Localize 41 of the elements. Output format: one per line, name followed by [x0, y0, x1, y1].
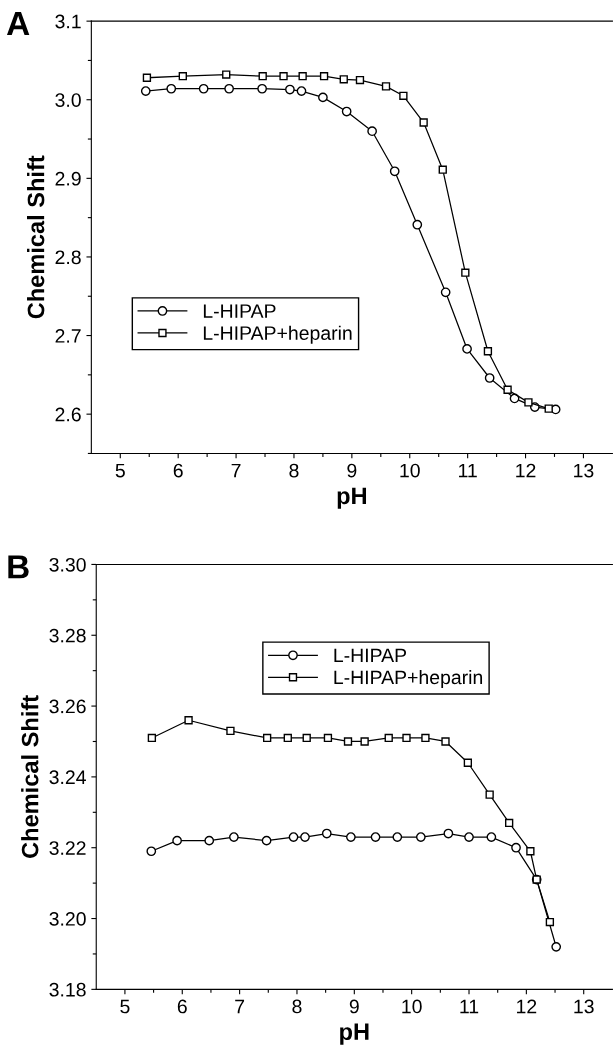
- y-axis-title: Chemical Shift: [27, 155, 45, 319]
- y-tick-label: 3.1: [55, 14, 81, 29]
- y-tick-label: 3.30: [49, 557, 86, 572]
- x-tick-label: 9: [347, 463, 357, 478]
- x-tick-label: 9: [349, 999, 359, 1014]
- chart-title: A: [6, 12, 30, 36]
- y-tick-label: 2.6: [55, 407, 81, 422]
- y-tick-label: 2.9: [55, 171, 81, 186]
- x-tick-label: 13: [574, 999, 594, 1014]
- x-tick-label: 11: [460, 999, 479, 1014]
- x-tick-label: 7: [235, 999, 245, 1014]
- x-tick-label: 6: [177, 999, 187, 1014]
- legend-label: L-HIPAP: [334, 648, 407, 663]
- x-tick-label: 12: [516, 463, 536, 478]
- y-tick-label: 2.8: [55, 250, 81, 265]
- x-axis-title: pH: [337, 487, 367, 509]
- x-tick-label: 5: [120, 999, 130, 1014]
- y-tick-label: 3.24: [49, 770, 86, 785]
- y-tick-label: 3.18: [49, 982, 86, 997]
- y-tick-label: 3.26: [49, 699, 86, 714]
- y-axis-title: Chemical Shift: [21, 695, 39, 858]
- x-tick-label: 10: [402, 999, 422, 1014]
- legend-label: L-HIPAP+heparin: [203, 325, 352, 344]
- x-tick-label: 8: [292, 999, 302, 1014]
- x-tick-label: 13: [574, 463, 594, 478]
- x-tick-label: 12: [517, 999, 537, 1014]
- x-tick-label: 7: [231, 463, 241, 478]
- x-tick-label: 5: [115, 463, 125, 478]
- y-tick-label: 2.7: [55, 329, 81, 343]
- y-tick-label: 3.28: [49, 628, 86, 643]
- y-tick-label: 3.20: [49, 912, 86, 926]
- x-tick-label: 6: [173, 463, 183, 478]
- x-axis-title: pH: [340, 1023, 369, 1045]
- legend-label: L-HIPAP: [203, 304, 276, 318]
- x-tick-label: 8: [289, 463, 299, 478]
- y-tick-label: 3.0: [55, 93, 81, 107]
- chart-title: B: [8, 555, 29, 579]
- x-tick-label: 11: [459, 463, 477, 478]
- x-tick-label: 10: [400, 463, 420, 478]
- legend-label: L-HIPAP+heparin: [334, 669, 483, 689]
- y-tick-label: 3.22: [49, 841, 86, 855]
